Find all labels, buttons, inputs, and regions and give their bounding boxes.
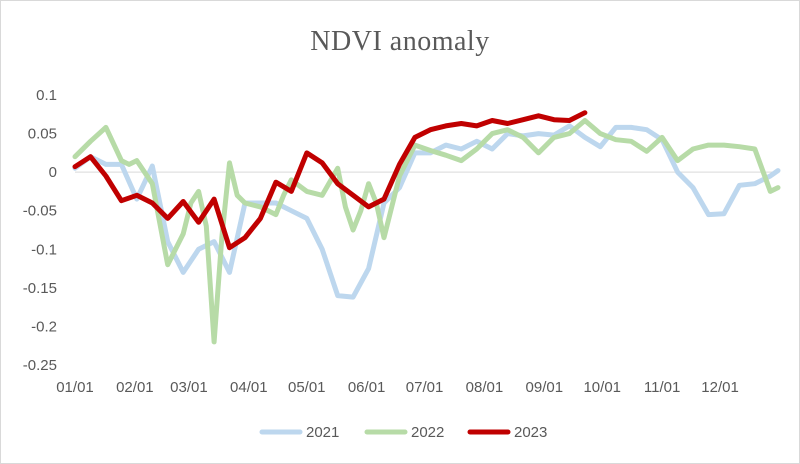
y-tick-label: 0.05	[28, 126, 57, 143]
y-tick-label: -0.25	[23, 357, 57, 374]
y-tick-label: -0.2	[31, 318, 57, 335]
y-tick-label: 0	[49, 164, 57, 181]
legend-label-2021: 2021	[306, 424, 339, 441]
x-tick-label: 05/01	[288, 379, 326, 396]
y-axis-ticks: 0.1 0.05 0 -0.05 -0.1 -0.15 -0.2 -0.25	[23, 87, 57, 374]
x-tick-label: 12/01	[701, 379, 739, 396]
y-tick-label: 0.1	[36, 87, 57, 104]
y-tick-label: -0.15	[23, 280, 57, 297]
y-tick-label: -0.05	[23, 203, 57, 220]
legend-label-2023: 2023	[514, 424, 547, 441]
series-line-2022	[72, 118, 781, 345]
y-tick-label: -0.1	[31, 241, 57, 258]
x-tick-label: 02/01	[116, 379, 154, 396]
legend: 2021 2022 2023	[259, 424, 547, 441]
legend-label-2022: 2022	[411, 424, 444, 441]
x-tick-label: 08/01	[466, 379, 504, 396]
x-tick-label: 11/01	[644, 379, 680, 396]
x-tick-label: 01/01	[56, 379, 94, 396]
x-tick-label: 03/01	[170, 379, 208, 396]
series-lines	[72, 110, 781, 345]
x-tick-label: 10/01	[583, 379, 621, 396]
x-tick-label: 09/01	[526, 379, 564, 396]
x-axis-ticks: 01/01 02/01 03/01 04/01 05/01 06/01 07/01 08/01…	[56, 379, 739, 396]
x-tick-label: 07/01	[406, 379, 444, 396]
chart-title: NDVI anomaly	[310, 26, 490, 57]
x-tick-label: 04/01	[230, 379, 268, 396]
x-tick-label: 06/01	[348, 379, 386, 396]
series-line-2023	[72, 110, 588, 251]
